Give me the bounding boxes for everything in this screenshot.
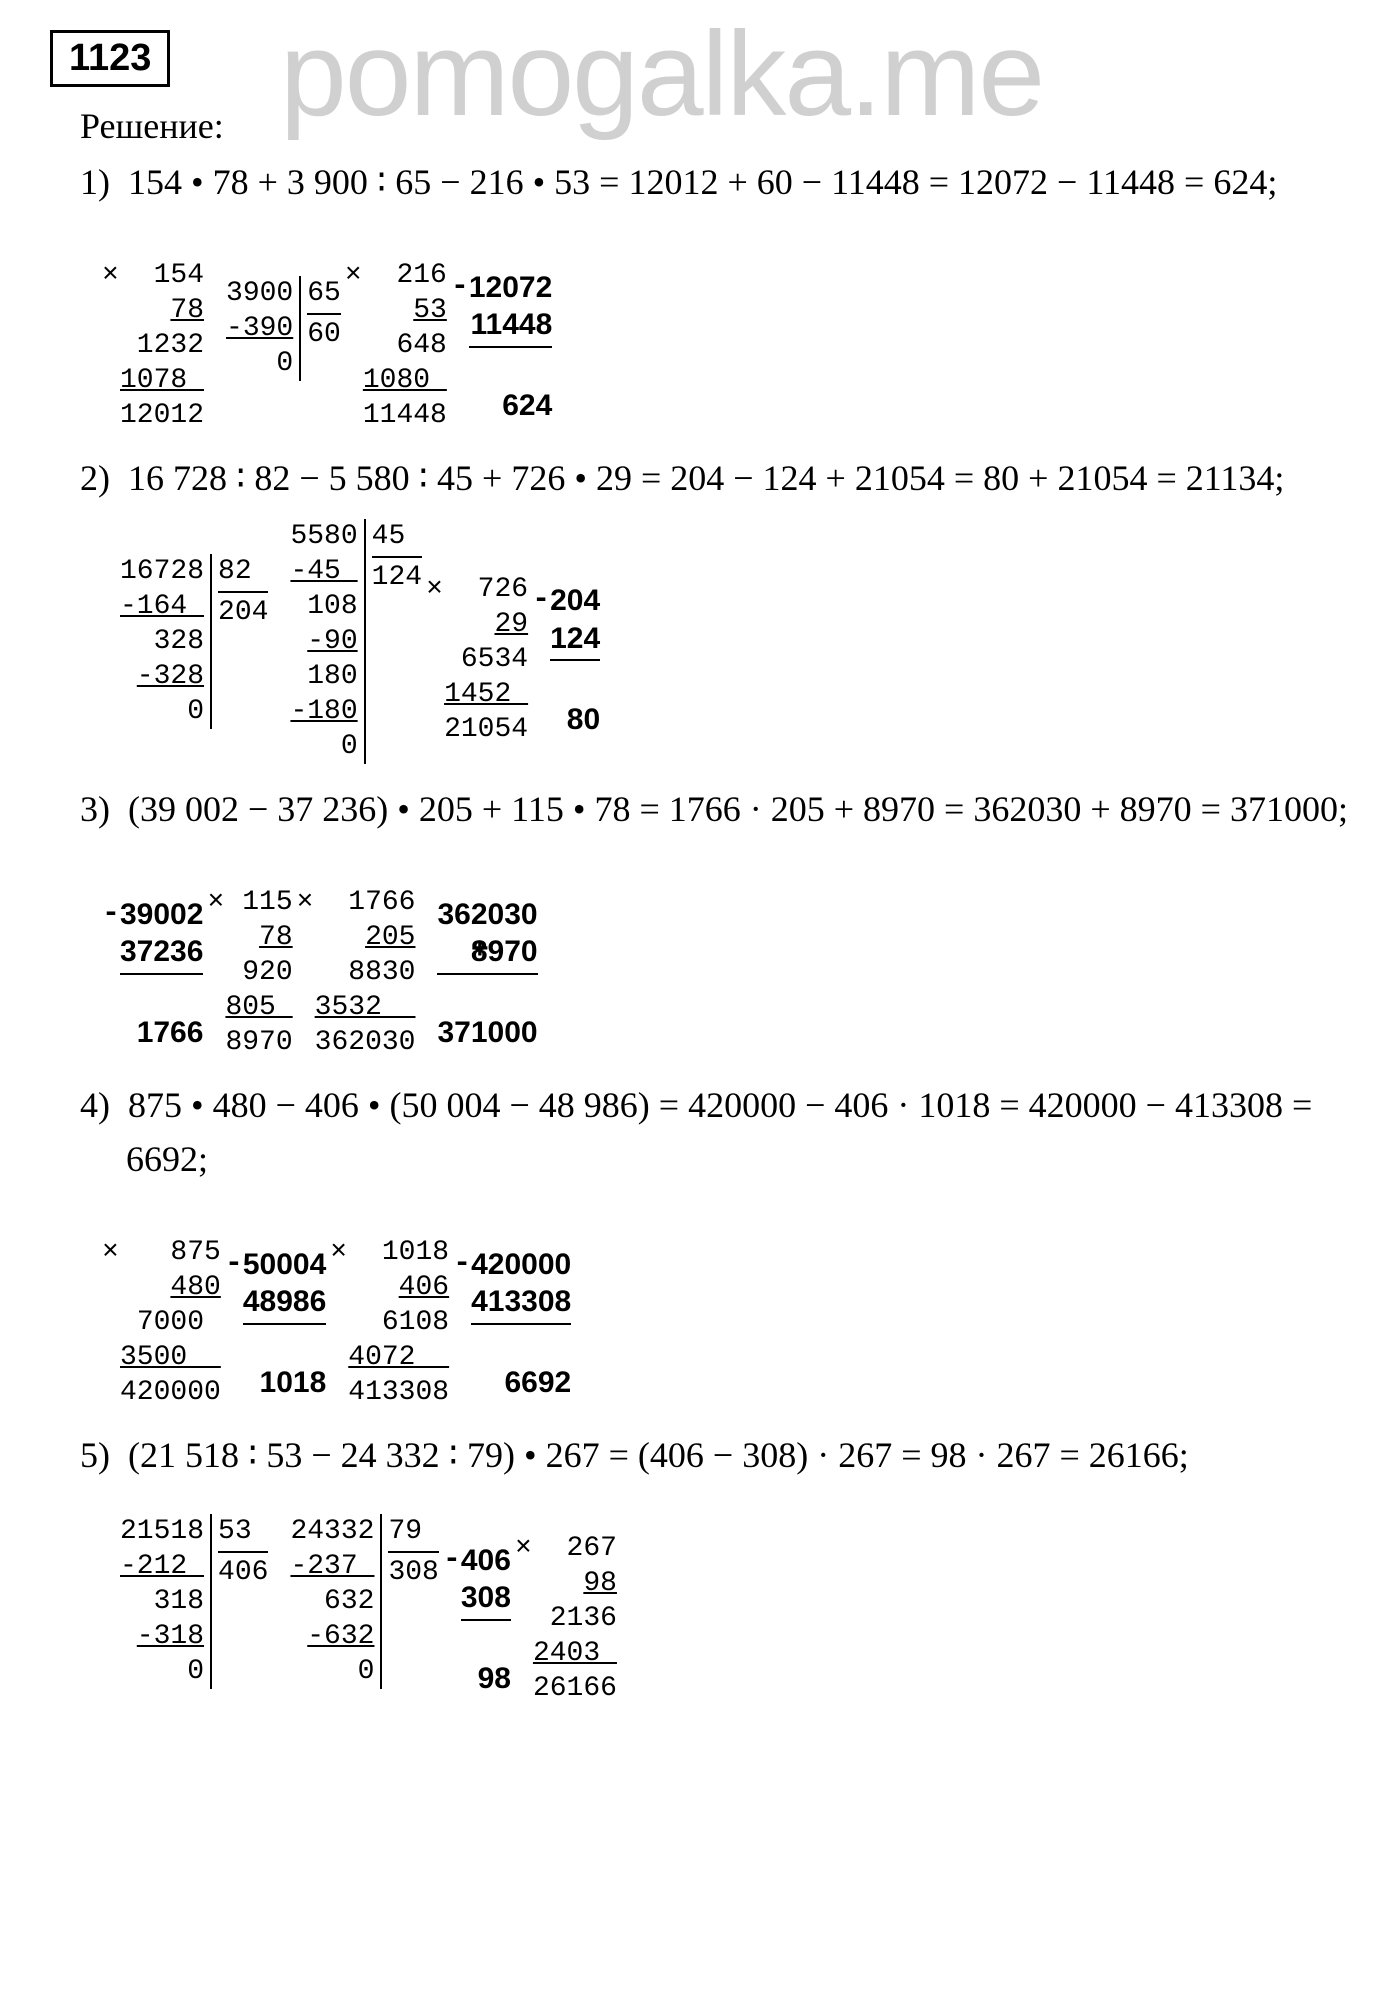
w4-sub2: -420000 413308 6692 xyxy=(471,1208,571,1402)
w5-mult: ×267 98 2136 2403 26166 xyxy=(533,1496,617,1706)
w2-sub: -204 124 80 xyxy=(550,545,600,739)
problem-number-box: 1123 xyxy=(50,30,170,87)
w4-sub1: -50004 48986 1018 xyxy=(243,1208,326,1402)
page: pomogalka.me 1123 Решение: 1) 154 • 78 +… xyxy=(0,0,1400,1754)
w4-mult1: ×875 480 7000 3500 420000 xyxy=(120,1200,221,1410)
w5-sub: -406 308 98 xyxy=(461,1504,511,1698)
solution-label: Решение: xyxy=(80,105,1350,147)
w3-mult2: ×1766 205 8830 3532 362030 xyxy=(315,850,416,1060)
item-3-workings: -39002 37236 1766 ×115 78 920 805 8970 ×… xyxy=(120,850,1350,1060)
w3-sub: -39002 37236 1766 xyxy=(120,858,203,1052)
w1-div1: 3900 -390 0 65 60 xyxy=(226,276,341,381)
item-4-workings: ×875 480 7000 3500 420000 -50004 48986 1… xyxy=(120,1200,1350,1410)
item-5-workings: 21518 -212 318 -318 0 53 406 24332 -237 … xyxy=(120,1496,1350,1706)
item-3-expression: 3) (39 002 − 37 236) • 205 + 115 • 78 = … xyxy=(80,782,1350,836)
item-4: 4) 875 • 480 − 406 • (50 004 − 48 986) =… xyxy=(80,1078,1350,1410)
w2-div2: 5580 -45 108 -90 180 -180 0 45 124 xyxy=(290,519,422,764)
item-5-expression: 5) (21 518 ∶ 53 − 24 332 ∶ 79) • 267 = (… xyxy=(80,1428,1350,1482)
w1-mult2: ×216 53 648 1080 11448 xyxy=(363,223,447,433)
w2-div1: 16728 -164 328 -328 0 82 204 xyxy=(120,554,268,729)
w1-mult1: ×154 78 1232 1078 12012 xyxy=(120,223,204,433)
w3-mult1: ×115 78 920 805 8970 xyxy=(225,850,292,1060)
w1-sub: -12072 11448 624 xyxy=(469,231,552,425)
item-4-expression: 4) 875 • 480 − 406 • (50 004 − 48 986) =… xyxy=(80,1078,1350,1186)
item-1: 1) 154 • 78 + 3 900 ∶ 65 − 216 • 53 = 12… xyxy=(80,155,1350,433)
item-1-expression: 1) 154 • 78 + 3 900 ∶ 65 − 216 • 53 = 12… xyxy=(80,155,1350,209)
w4-mult2: ×1018 406 6108 4072 413308 xyxy=(348,1200,449,1410)
item-2-expression: 2) 16 728 ∶ 82 − 5 580 ∶ 45 + 726 • 29 =… xyxy=(80,451,1350,505)
w5-div1: 21518 -212 318 -318 0 53 406 xyxy=(120,1514,268,1689)
item-2: 2) 16 728 ∶ 82 − 5 580 ∶ 45 + 726 • 29 =… xyxy=(80,451,1350,764)
w2-mult: ×726 29 6534 1452 21054 xyxy=(444,537,528,747)
w5-div2: 24332 -237 632 -632 0 79 308 xyxy=(290,1514,438,1689)
item-3: 3) (39 002 − 37 236) • 205 + 115 • 78 = … xyxy=(80,782,1350,1060)
item-5: 5) (21 518 ∶ 53 − 24 332 ∶ 79) • 267 = (… xyxy=(80,1428,1350,1706)
item-1-workings: ×154 78 1232 1078 12012 3900 -390 0 65 6… xyxy=(120,223,1350,433)
w3-add: 362030 +8970 371000 xyxy=(437,858,537,1052)
item-2-workings: 16728 -164 328 -328 0 82 204 5580 -45 10… xyxy=(120,519,1350,764)
